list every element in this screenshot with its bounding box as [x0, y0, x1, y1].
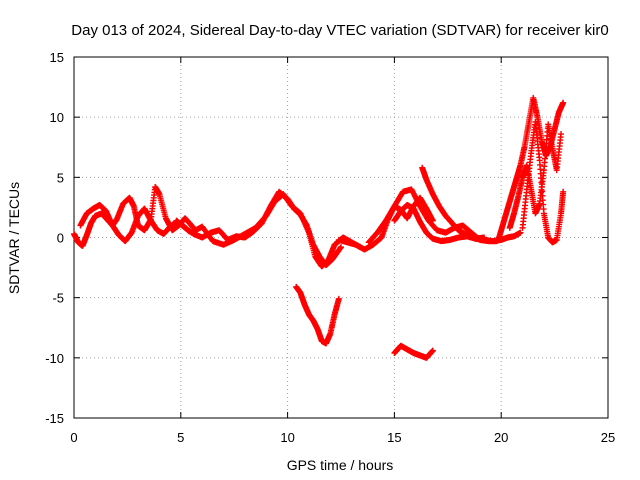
y-tick-label: 5 [57, 170, 64, 185]
tick-marks [73, 56, 609, 419]
data-point [558, 131, 565, 138]
x-tick-label: 10 [280, 430, 294, 445]
data-points [71, 94, 567, 361]
x-tick-labels: 0 5 10 15 20 25 [70, 430, 615, 445]
chart-title: Day 013 of 2024, Sidereal Day-to-day VTE… [71, 22, 608, 39]
data-point [335, 295, 342, 302]
y-tick-label: -5 [52, 291, 64, 306]
data-point [560, 99, 567, 106]
y-tick-label: 15 [50, 50, 64, 65]
y-axis-title: SDTVAR / TECUs [6, 182, 22, 294]
data-point [429, 347, 436, 354]
y-tick-label: 10 [50, 110, 64, 125]
series-arc-d [188, 191, 364, 270]
data-point [517, 229, 524, 236]
x-tick-label: 5 [177, 430, 184, 445]
y-tick-label: 0 [57, 231, 64, 246]
y-tick-labels: -15 -10 -5 0 5 10 15 [45, 50, 64, 426]
data-point [337, 245, 344, 252]
series-dip-2 [391, 342, 436, 361]
series-arc-h [391, 202, 488, 245]
series-arc-a [71, 183, 197, 249]
y-tick-label: -10 [45, 351, 64, 366]
data-point [338, 244, 344, 251]
x-axis-title: GPS time / hours [287, 457, 394, 473]
x-tick-label: 0 [70, 430, 77, 445]
series-dip-1 [293, 283, 342, 347]
x-tick-label: 25 [601, 430, 615, 445]
x-tick-label: 15 [387, 430, 401, 445]
data-point [481, 234, 488, 241]
series-arc-k [519, 118, 567, 246]
x-tick-label: 20 [494, 430, 508, 445]
y-tick-label: -15 [45, 411, 64, 426]
data-point [560, 188, 567, 195]
